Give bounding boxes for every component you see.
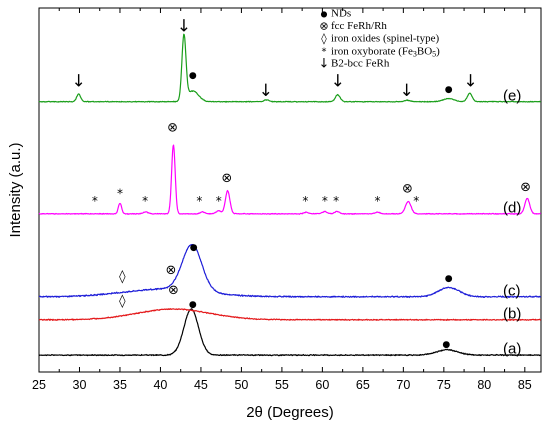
b2-arrow-marker: ↓ [331, 72, 345, 92]
x-tick-label: 45 [194, 378, 208, 392]
legend-entry: NDs [331, 8, 351, 20]
legend-entry: iron oxides (spinel-type) [331, 33, 439, 45]
legend-entry: iron oxyborate (Fe3BO5) [331, 45, 440, 58]
trace-labels: (a) (b) (c) (d) (e) [503, 87, 521, 357]
x-tick-label: 60 [315, 378, 329, 392]
trace-label: (e) [503, 87, 521, 104]
nd-marker: ● [445, 274, 453, 284]
y-axis-title: Intensity (a.u.) [7, 142, 24, 237]
legend: ● NDs⊗ fcc FeRh/Rh ◊ iron oxides (spinel-typ… [319, 8, 441, 72]
oxyborate-marker: * [374, 194, 380, 208]
oxyborate-marker: * [302, 194, 308, 208]
x-tick-label: 40 [153, 378, 167, 392]
x-tick-label: 50 [234, 378, 248, 392]
trace-label: (b) [503, 305, 521, 322]
fcc-marker: ⊗ [167, 120, 178, 135]
spinel-marker: ◊ [119, 269, 126, 284]
series-trace-2 [38, 243, 542, 299]
trace-label: (c) [503, 282, 521, 299]
nd-marker: ● [189, 300, 197, 310]
nd-marker: ● [442, 340, 450, 350]
legend-entry: B2-bcc FeRh [331, 58, 390, 70]
fcc-marker: ⊗ [520, 180, 531, 195]
trace-label: (a) [503, 341, 521, 358]
oxyborate-marker: * [333, 194, 339, 208]
b2-arrow-marker: ↓ [177, 16, 191, 36]
oxyborate-marker: * [117, 186, 123, 200]
x-tick-label: 70 [396, 378, 410, 392]
nd-marker: ● [190, 243, 198, 253]
peak-markers: ●●◊⊗◊ ⊗●●***⊗* *⊗* * * *⊗*⊗↓↓●↓ ↓ ↓ ● ↓ [72, 16, 532, 349]
nd-marker-legend-symbol: ● [321, 10, 328, 19]
fcc-marker: ⊗ [402, 182, 413, 197]
x-tick-label: 65 [356, 378, 370, 392]
oxyborate-marker: * [216, 194, 222, 208]
trace-label: (d) [503, 199, 521, 216]
fcc-marker-legend-symbol: ⊗ [319, 20, 328, 33]
series-trace-0 [38, 308, 541, 357]
x-tick-label: 25 [32, 378, 46, 392]
plot-frame [38, 7, 542, 373]
series-trace-3 [38, 144, 541, 215]
fcc-marker: ⊗ [221, 171, 232, 186]
b2-arrow-marker: ↓ [463, 72, 477, 92]
b2-arrow-marker: ↓ [259, 81, 273, 101]
oxyborate-marker: * [142, 194, 148, 208]
x-tick-label: 30 [73, 378, 87, 392]
fcc-marker: ⊗ [168, 283, 179, 298]
x-axis-ticks: 25 30 35 40 45 50 55 60 65 70 75 80 85 [32, 8, 532, 392]
b2-arrow-marker-legend-symbol: ↓ [319, 57, 330, 72]
nd-marker: ● [445, 85, 453, 95]
nd-marker: ● [189, 71, 197, 81]
b2-arrow-marker: ↓ [72, 72, 86, 92]
series-trace-4 [38, 33, 541, 103]
x-tick-label: 85 [518, 378, 532, 392]
b2-arrow-marker: ↓ [399, 81, 413, 101]
spinel-marker-legend-symbol: ◊ [321, 32, 327, 45]
oxyborate-marker: * [413, 194, 419, 208]
x-tick-label: 35 [113, 378, 127, 392]
series-trace-1 [38, 308, 542, 321]
oxyborate-marker: * [196, 194, 202, 208]
traces [38, 33, 542, 357]
x-tick-label: 75 [437, 378, 451, 392]
legend-entry: fcc FeRh/Rh [331, 20, 387, 32]
oxyborate-marker: * [92, 194, 98, 208]
x-axis-title: 2θ (Degrees) [246, 404, 334, 421]
fcc-marker: ⊗ [166, 263, 177, 278]
spinel-marker: ◊ [119, 294, 126, 309]
x-tick-label: 55 [275, 378, 289, 392]
oxyborate-marker: * [322, 194, 328, 208]
plot-border [38, 7, 542, 373]
oxyborate-marker-legend-symbol: * [322, 47, 327, 58]
x-tick-label: 80 [477, 378, 491, 392]
